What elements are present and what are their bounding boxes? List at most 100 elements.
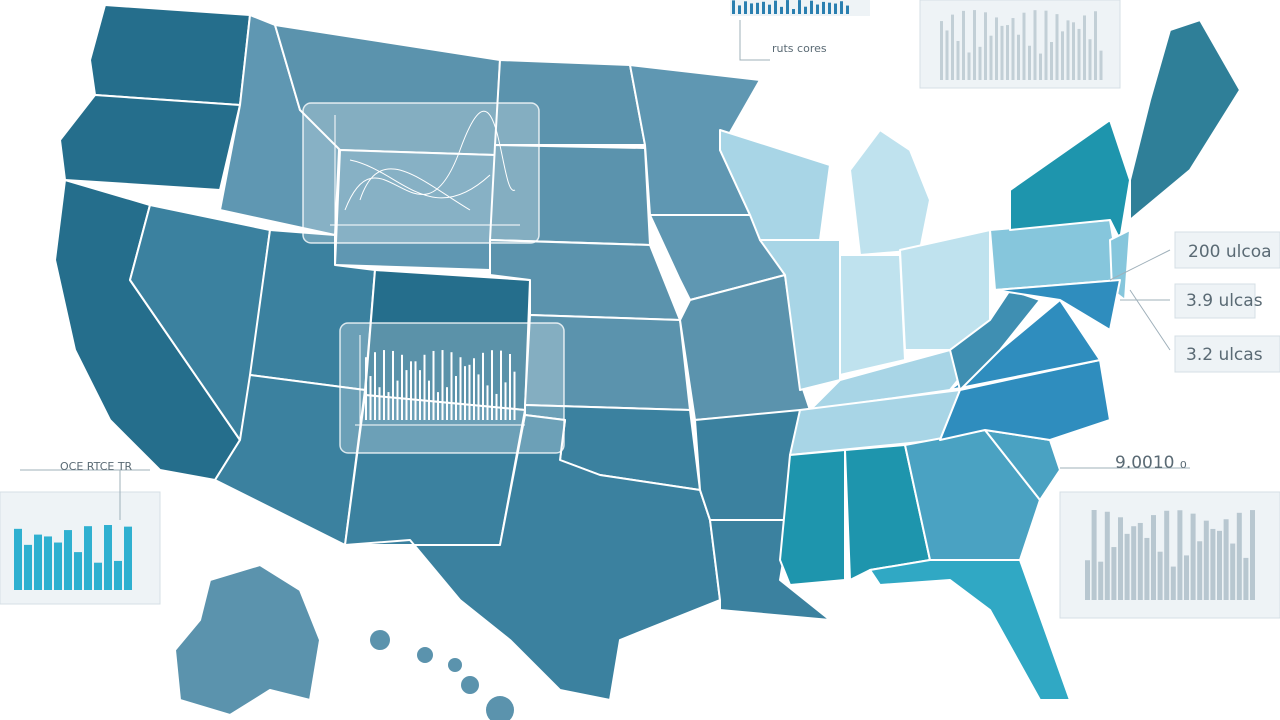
decor-bar — [810, 0, 813, 15]
decor-bar — [1050, 42, 1053, 80]
decor-bar — [392, 350, 394, 420]
decor-bar — [1104, 511, 1110, 600]
decor-bar — [1094, 11, 1097, 80]
decor-bar — [437, 392, 439, 420]
decor-bar — [1137, 522, 1143, 600]
state — [694, 409, 801, 521]
decor-bar — [762, 1, 765, 15]
decor-bar — [738, 5, 741, 14]
decor-bar — [410, 361, 412, 420]
decor-bar — [491, 350, 493, 420]
decor-bar — [419, 370, 421, 420]
decor-bar — [774, 0, 777, 14]
decor-bar — [84, 526, 92, 590]
decor-bars — [14, 525, 132, 590]
decor-bar — [1131, 526, 1137, 600]
decor-bar — [798, 0, 801, 14]
decor-bar — [1099, 50, 1103, 80]
decor-bar — [834, 3, 837, 14]
decor-bar — [744, 1, 747, 15]
decor-bar — [104, 525, 112, 590]
decor-bar — [1091, 510, 1097, 600]
decor-bar — [500, 350, 502, 420]
decor-bar — [1250, 510, 1255, 600]
decor-bar — [1077, 28, 1081, 80]
decor-bar — [74, 552, 82, 590]
decor-bar — [846, 5, 849, 14]
decor-bar — [374, 352, 376, 420]
states — [54, 4, 1241, 720]
decor-bar — [428, 380, 430, 420]
decor-bar — [446, 387, 448, 420]
decor-bar — [34, 534, 42, 590]
decor-bar — [14, 528, 22, 590]
decor-bar — [1028, 45, 1031, 80]
decor-bar — [54, 542, 62, 590]
decor-axis — [355, 335, 525, 426]
decor-bar — [1055, 14, 1059, 81]
decor-bar — [951, 14, 954, 81]
state — [779, 449, 846, 586]
state — [869, 559, 1071, 701]
decor-bar — [1243, 557, 1249, 600]
state — [1009, 119, 1131, 241]
decor-bar — [780, 6, 783, 14]
annotation: OCE RTCE TR — [60, 460, 133, 473]
decor-bar — [495, 393, 498, 420]
decor-bar — [513, 371, 516, 420]
decor-bar — [1184, 555, 1189, 600]
decor-bar — [124, 526, 132, 590]
decor-bar — [1190, 513, 1196, 600]
decor-bar — [504, 382, 507, 420]
decor-bar — [1098, 561, 1104, 600]
decor-bar — [486, 385, 489, 420]
decor-bar — [978, 46, 982, 80]
decor-bar — [1223, 519, 1229, 600]
decor-bar — [1157, 551, 1163, 600]
decor-bar — [750, 3, 753, 15]
decor-bar — [383, 350, 385, 420]
decor-bar — [1230, 543, 1236, 600]
decor-bars — [732, 0, 849, 15]
decor-bar — [455, 376, 457, 420]
decor-bar — [114, 560, 122, 590]
decor-bar — [967, 52, 971, 80]
decor-bar — [956, 40, 960, 80]
overlays: 200 ulcoa 3.9 ulcas 3.2 ulcas 9.0010 ₀ O… — [0, 0, 1280, 619]
annotation: 200 ulcoa — [1188, 242, 1272, 262]
label-box — [1174, 231, 1280, 269]
decor-bar — [1164, 510, 1170, 600]
label-box — [1174, 283, 1256, 319]
decor-bar — [816, 4, 819, 14]
decor-bar — [1072, 22, 1075, 80]
decor-bar — [1044, 10, 1048, 81]
state — [759, 239, 841, 391]
decor-bar — [1066, 20, 1070, 81]
decor-bar — [441, 350, 444, 420]
decor-bar — [768, 4, 771, 14]
decor-bar — [1203, 520, 1209, 600]
annotation: ruts cores — [772, 42, 827, 55]
label-box — [1174, 335, 1280, 373]
decor-bar — [473, 358, 475, 420]
decor-lines — [330, 110, 520, 226]
decor-bar — [450, 352, 453, 420]
decor-bar — [792, 9, 795, 14]
island — [417, 647, 433, 663]
state — [59, 94, 241, 191]
decor-bar — [1061, 31, 1064, 80]
decor-bar — [24, 544, 32, 590]
state — [214, 374, 366, 546]
state — [344, 414, 721, 701]
decor-bar — [387, 392, 390, 420]
decor-bar — [1083, 15, 1086, 80]
state — [1129, 19, 1241, 221]
decor-bar — [1177, 510, 1183, 600]
decor-bar — [94, 562, 102, 590]
decor-bar — [44, 536, 52, 590]
state — [994, 279, 1121, 331]
decor-bar — [1017, 34, 1020, 80]
decor-bar — [995, 17, 998, 81]
